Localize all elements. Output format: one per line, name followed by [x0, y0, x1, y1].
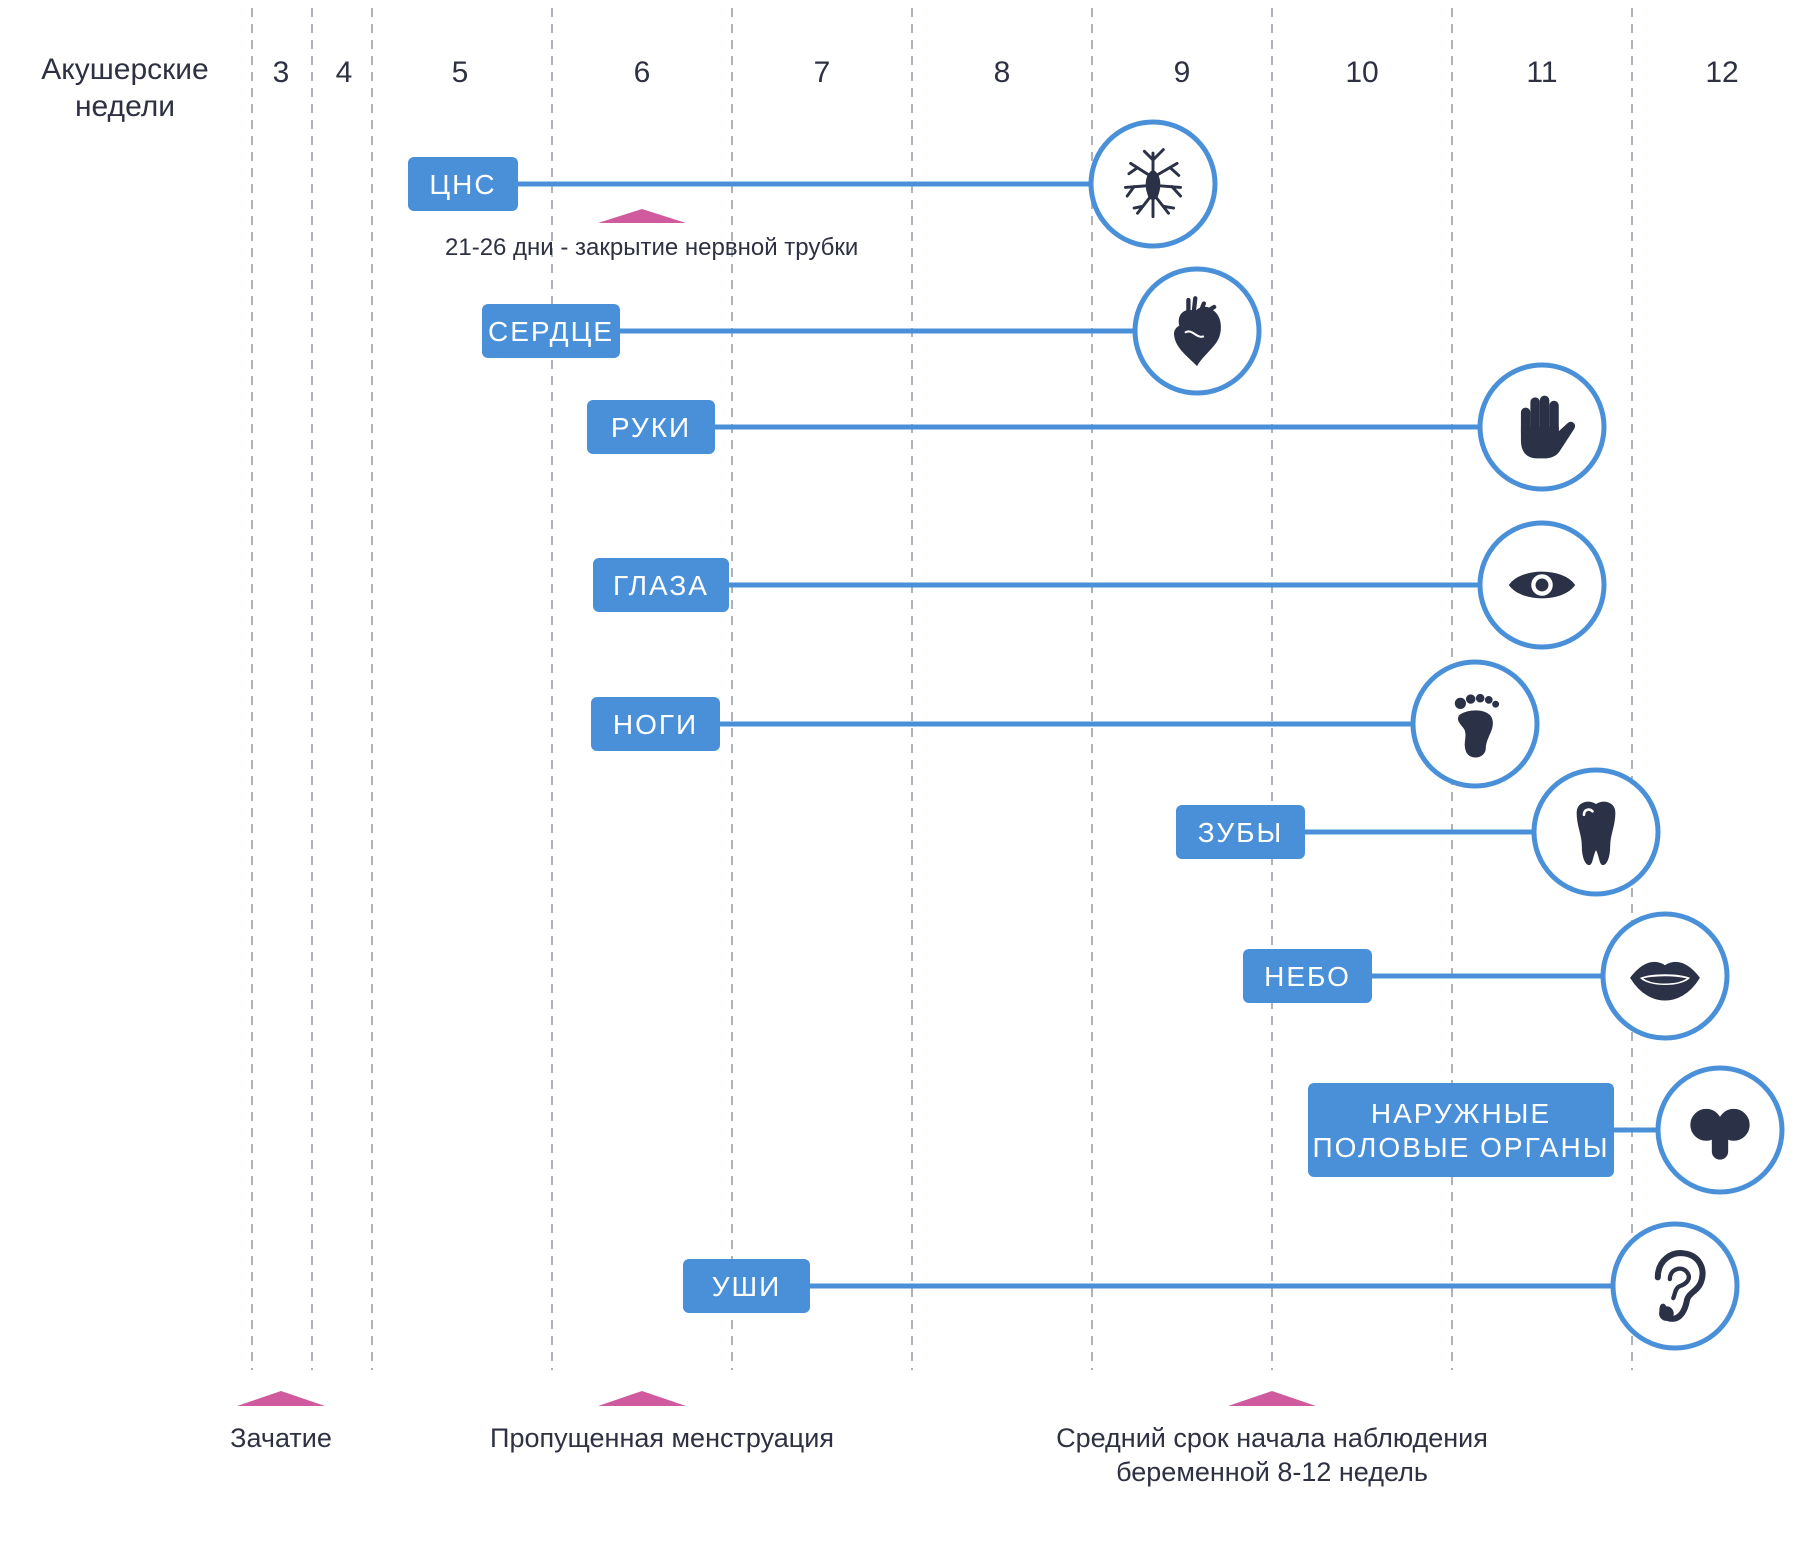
organ-1-label-box: [408, 157, 518, 211]
organ-7-label-box: [1243, 949, 1372, 1003]
week-label-3: 3: [273, 56, 290, 89]
week-label-5: 5: [452, 56, 469, 89]
organ-1-row: ЦНС: [408, 119, 1218, 249]
neural-tube-note-text: 21-26 дни - закрытие нервной трубки: [445, 234, 858, 261]
week-label-8: 8: [994, 56, 1011, 89]
week-axis-title-line-2: недели: [75, 90, 175, 123]
week-label-9: 9: [1174, 56, 1191, 89]
week-label-4: 4: [336, 56, 353, 89]
week-axis-title-line-1: Акушерские: [41, 53, 208, 86]
timeline-markers: Зачатие Пропущенная менструация Средний ср…: [230, 1391, 1488, 1487]
organ-4-row: ГЛАЗА: [593, 520, 1607, 650]
marker-3-triangle: [1228, 1391, 1316, 1406]
week-gridlines: [251, 8, 1633, 1370]
organ-1-label-line-1: ЦНС: [429, 169, 496, 200]
marker-3: Средний срок начала наблюдения беременной…: [1056, 1391, 1488, 1487]
organ-3-row: РУКИ: [587, 362, 1607, 492]
organ-8-label-box: [1308, 1083, 1614, 1177]
neural-tube-marker: [598, 209, 686, 223]
organ-2-row: СЕРДЦЕ: [482, 266, 1262, 396]
week-labels: 3 4 5 6 7 8 9 10 11 12: [273, 56, 1739, 89]
organ-rows: ЦНС СЕРДЦЕ РУКИ ГЛАЗА НОГИ ЗУБЫ НЕБО НАРУЖНЫЕПО…: [408, 119, 1785, 1351]
organ-2-label-box: [482, 304, 620, 358]
organ-5-row: НОГИ: [591, 659, 1540, 789]
organ-9-row: УШИ: [683, 1221, 1740, 1351]
organ-6-label-line-1: ЗУБЫ: [1198, 817, 1284, 848]
organ-4-label-line-1: ГЛАЗА: [613, 570, 709, 601]
week-label-7: 7: [814, 56, 831, 89]
organ-3-label-line-1: РУКИ: [611, 412, 691, 443]
organ-7-row: НЕБО: [1243, 911, 1730, 1041]
organ-2-label-line-1: СЕРДЦЕ: [488, 316, 614, 347]
marker-1: Зачатие: [230, 1391, 332, 1453]
organ-6-row: ЗУБЫ: [1176, 767, 1661, 897]
organ-8-label-line-1: НАРУЖНЫЕ: [1371, 1098, 1551, 1129]
marker-2-triangle: [598, 1391, 686, 1406]
organ-9-icon-circle: [1610, 1221, 1740, 1351]
marker-1-label-line-1: Зачатие: [230, 1423, 332, 1453]
organ-7-label-line-1: НЕБО: [1264, 961, 1351, 992]
organ-5-label-line-1: НОГИ: [613, 709, 698, 740]
organ-3-label-box: [587, 400, 715, 454]
week-label-11: 11: [1526, 56, 1557, 89]
organ-4-label-box: [593, 558, 729, 612]
organ-6-label-box: [1176, 805, 1305, 859]
week-label-10: 10: [1345, 56, 1378, 89]
marker-2-label-line-1: Пропущенная менструация: [490, 1423, 834, 1453]
marker-3-label-line-1: Средний срок начала наблюдения: [1056, 1423, 1488, 1453]
week-label-6: 6: [634, 56, 651, 89]
marker-1-triangle: [237, 1391, 325, 1406]
marker-3-label-line-2: беременной 8-12 недель: [1116, 1457, 1428, 1487]
week-axis-title: Акушерские недели: [41, 53, 208, 123]
organ-9-label-box: [683, 1259, 810, 1313]
week-label-12: 12: [1705, 56, 1738, 89]
organ-8-label-line-2: ПОЛОВЫЕ ОРГАНЫ: [1312, 1132, 1609, 1163]
organ-9-label-line-1: УШИ: [712, 1271, 782, 1302]
organ-5-label-box: [591, 697, 720, 751]
marker-2: Пропущенная менструация: [490, 1391, 834, 1453]
neural-tube-note: 21-26 дни - закрытие нервной трубки: [445, 209, 858, 261]
